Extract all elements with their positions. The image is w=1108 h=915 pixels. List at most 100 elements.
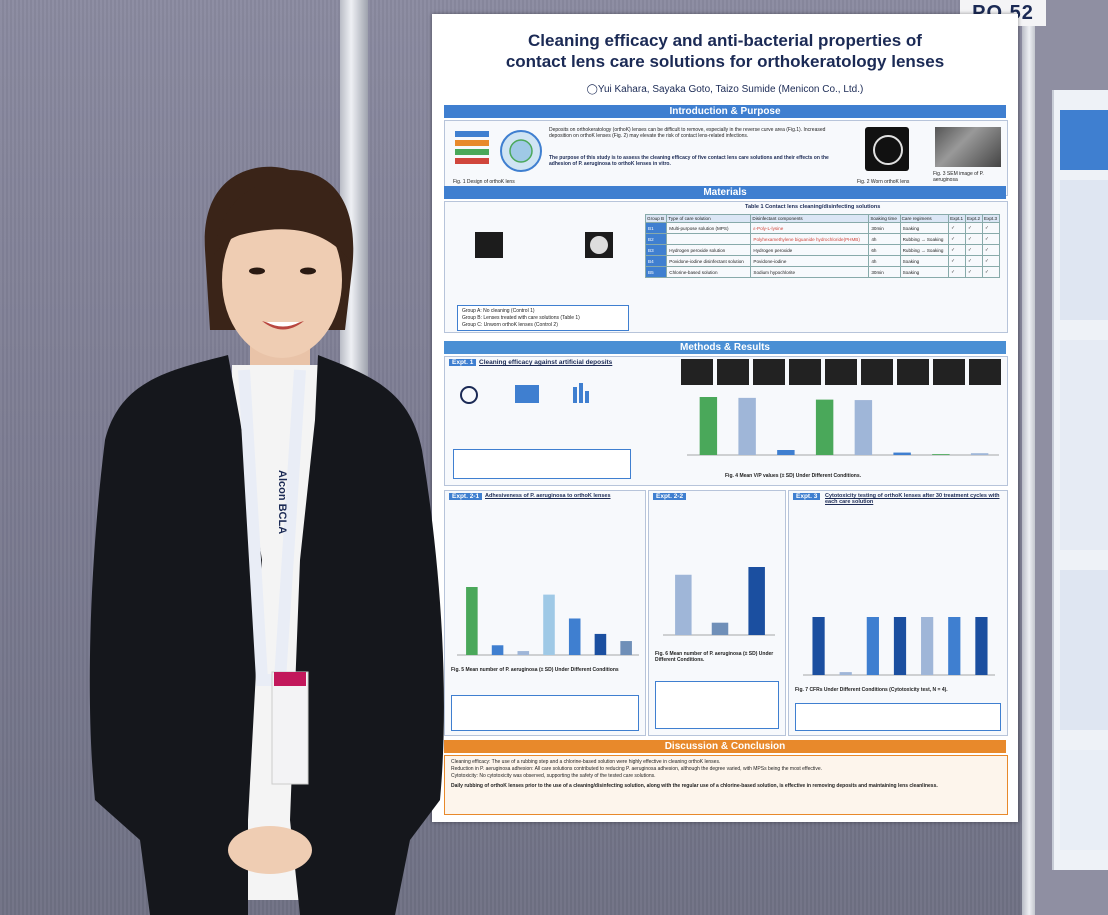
- section-materials-header: Materials: [444, 186, 1006, 199]
- expt21-title: Adhesiveness of P. aeruginosa to orthoK …: [485, 493, 611, 499]
- fig7-caption: Fig. 7 CFRs Under Different Conditions (…: [795, 687, 948, 693]
- expt22-section: Expt. 2-2 Fig. 6 Mean number of P. aerug…: [648, 490, 786, 736]
- fig7-bar: [975, 617, 988, 675]
- section-discussion-header: Discussion & Conclusion: [444, 740, 1006, 753]
- fig4-bar: [970, 453, 989, 455]
- expt1-workflow-icons: [460, 383, 589, 404]
- conclusion-text: Daily rubbing of orthoK lenses prior to …: [451, 783, 938, 789]
- fig5-bar: [491, 645, 504, 655]
- expt1-section: Expt. 1 Cleaning efficacy against artifi…: [444, 356, 1008, 486]
- lanyard: [238, 369, 306, 686]
- fig7-bar: [921, 617, 934, 675]
- left-eye: [249, 267, 265, 275]
- intro-section: Fig. 1 Design of orthoK lens Deposits on…: [444, 120, 1008, 196]
- group-a-text: Group A: No cleaning (Control 1): [462, 308, 535, 314]
- table-cell: B5: [644, 266, 668, 278]
- expt1-label: Expt. 1: [449, 359, 477, 366]
- expt21-summary-box: [451, 695, 639, 731]
- unworn-lens-photo: [475, 232, 503, 258]
- intro-text: Deposits on orthokeratology (orthoK) len…: [549, 127, 826, 139]
- face: [222, 202, 342, 358]
- expt21-label: Expt. 2-1: [449, 493, 483, 500]
- table-cell: ✓: [982, 266, 1000, 278]
- table-cell: Chlorine-based solution: [666, 266, 752, 278]
- fig7-bar: [839, 672, 852, 675]
- fig7-bar: [866, 617, 879, 675]
- lanyard-text: Alcon BCLA: [276, 470, 288, 535]
- fig7-bar: [893, 617, 907, 675]
- fig4-bar: [815, 399, 834, 455]
- fig5-bar: [568, 618, 581, 655]
- table1-title: Table 1 Contact lens cleaning/disinfecti…: [745, 204, 881, 210]
- section-methods-header: Methods & Results: [444, 341, 1006, 354]
- fig2-worn-lens-photo: [865, 127, 909, 171]
- expt22-summary-box: [655, 681, 779, 729]
- group-c-text: Group C: Unworn orthoK lenses (Control 2…: [462, 322, 558, 328]
- poster-title: Cleaning efficacy and anti-bacterial pro…: [432, 30, 1018, 72]
- fig2-caption: Fig. 2 Worn orthoK lens: [857, 179, 910, 185]
- fig1-lens-design: [455, 130, 542, 172]
- fig1-caption: Fig. 1 Design of orthoK lens: [453, 179, 515, 185]
- purpose-text: The purpose of this study is to assess t…: [549, 155, 829, 167]
- expt1-title: Cleaning efficacy against artificial dep…: [479, 359, 613, 366]
- clasped-hands: [228, 826, 312, 874]
- fig4-bar: [893, 452, 911, 455]
- neighbor-poster: [1052, 90, 1108, 870]
- table1: Group B Type of care solution Disinfecta…: [644, 214, 1000, 278]
- table-cell: 30min: [868, 222, 901, 234]
- fig5-caption: Fig. 5 Mean number of P. aeruginosa (± S…: [451, 667, 619, 673]
- fig6-caption: Fig. 6 Mean number of P. aeruginosa (± S…: [655, 651, 774, 663]
- table-cell: B3: [644, 244, 668, 256]
- fig5-bar: [543, 594, 555, 655]
- fig4-bar: [932, 454, 950, 455]
- expt3-summary-box: [795, 703, 1001, 731]
- fig5-bar: [594, 633, 607, 655]
- fig7-bar: [948, 617, 961, 675]
- fig7-chart: [803, 617, 995, 676]
- fig4-bar: [699, 397, 718, 455]
- discussion-line-1: Cleaning efficacy: The use of a rubbing …: [451, 759, 721, 765]
- expt3-title: Cytotoxicity testing of orthoK lenses af…: [825, 493, 1000, 505]
- fig3-sem-image: [935, 127, 1001, 167]
- fig4-chart: [687, 397, 999, 456]
- fig3-caption: Fig. 3 SEM image of P. aeruginosa: [933, 171, 984, 183]
- poster-title-line-1: Cleaning efficacy and anti-bacterial pro…: [528, 31, 922, 50]
- fig6-bar: [675, 574, 692, 635]
- fig4-caption: Fig. 4 Mean V/P values (± SD) Under Diff…: [725, 473, 862, 479]
- expt1-summary-box: [453, 449, 631, 479]
- table-row: B5 Chlorine-based solution Sodium hypoch…: [644, 266, 1000, 278]
- fig5-bar: [466, 587, 478, 655]
- badge: [271, 671, 309, 785]
- expt3-label: Expt. 3: [793, 493, 821, 500]
- materials-section: Group A: No cleaning (Control 1) Group B…: [444, 201, 1008, 333]
- section-intro-header: Introduction & Purpose: [444, 105, 1006, 118]
- expt3-section: Expt. 3 Cytotoxicity testing of orthoK l…: [788, 490, 1008, 736]
- jacket-right: [290, 355, 444, 915]
- discussion-section: Cleaning efficacy: The use of a rubbing …: [444, 755, 1008, 815]
- expt22-label: Expt. 2-2: [653, 493, 687, 500]
- fig4-bar: [854, 400, 873, 455]
- fig6-chart: [663, 567, 775, 636]
- fig7-bar: [812, 617, 825, 675]
- discussion-line-3: Cytotoxicity: No cytotoxicity was observ…: [451, 773, 656, 779]
- fig6-bar: [748, 567, 765, 635]
- table-cell: 30min: [868, 266, 901, 278]
- group-b-text: Group B: Lenses treated with care soluti…: [462, 315, 580, 321]
- fig5-chart: [457, 587, 639, 656]
- research-poster: Cleaning efficacy and anti-bacterial pro…: [432, 14, 1018, 822]
- fig6-bar: [711, 622, 729, 635]
- expt1-lens-photos: [681, 359, 1001, 385]
- poster-title-line-2: contact lens care solutions for orthoker…: [505, 52, 945, 71]
- fig4-bar: [777, 450, 795, 455]
- fig4-bar: [738, 397, 756, 455]
- poster-authors: ◯Yui Kahara, Sayaka Goto, Taizo Sumide (…: [586, 84, 864, 95]
- expt21-section: Expt. 2-1 Adhesiveness of P. aeruginosa …: [444, 490, 646, 736]
- fig5-bar: [620, 641, 632, 655]
- table-row: B4 Povidone-iodine disinfectant solution…: [644, 255, 1000, 267]
- groups-box: Group A: No cleaning (Control 1) Group B…: [457, 305, 629, 331]
- discussion-line-2: Reduction in P. aeruginosa adhesion: All…: [451, 766, 823, 772]
- deposited-lens-photo: [585, 232, 613, 258]
- fig5-bar: [517, 651, 530, 655]
